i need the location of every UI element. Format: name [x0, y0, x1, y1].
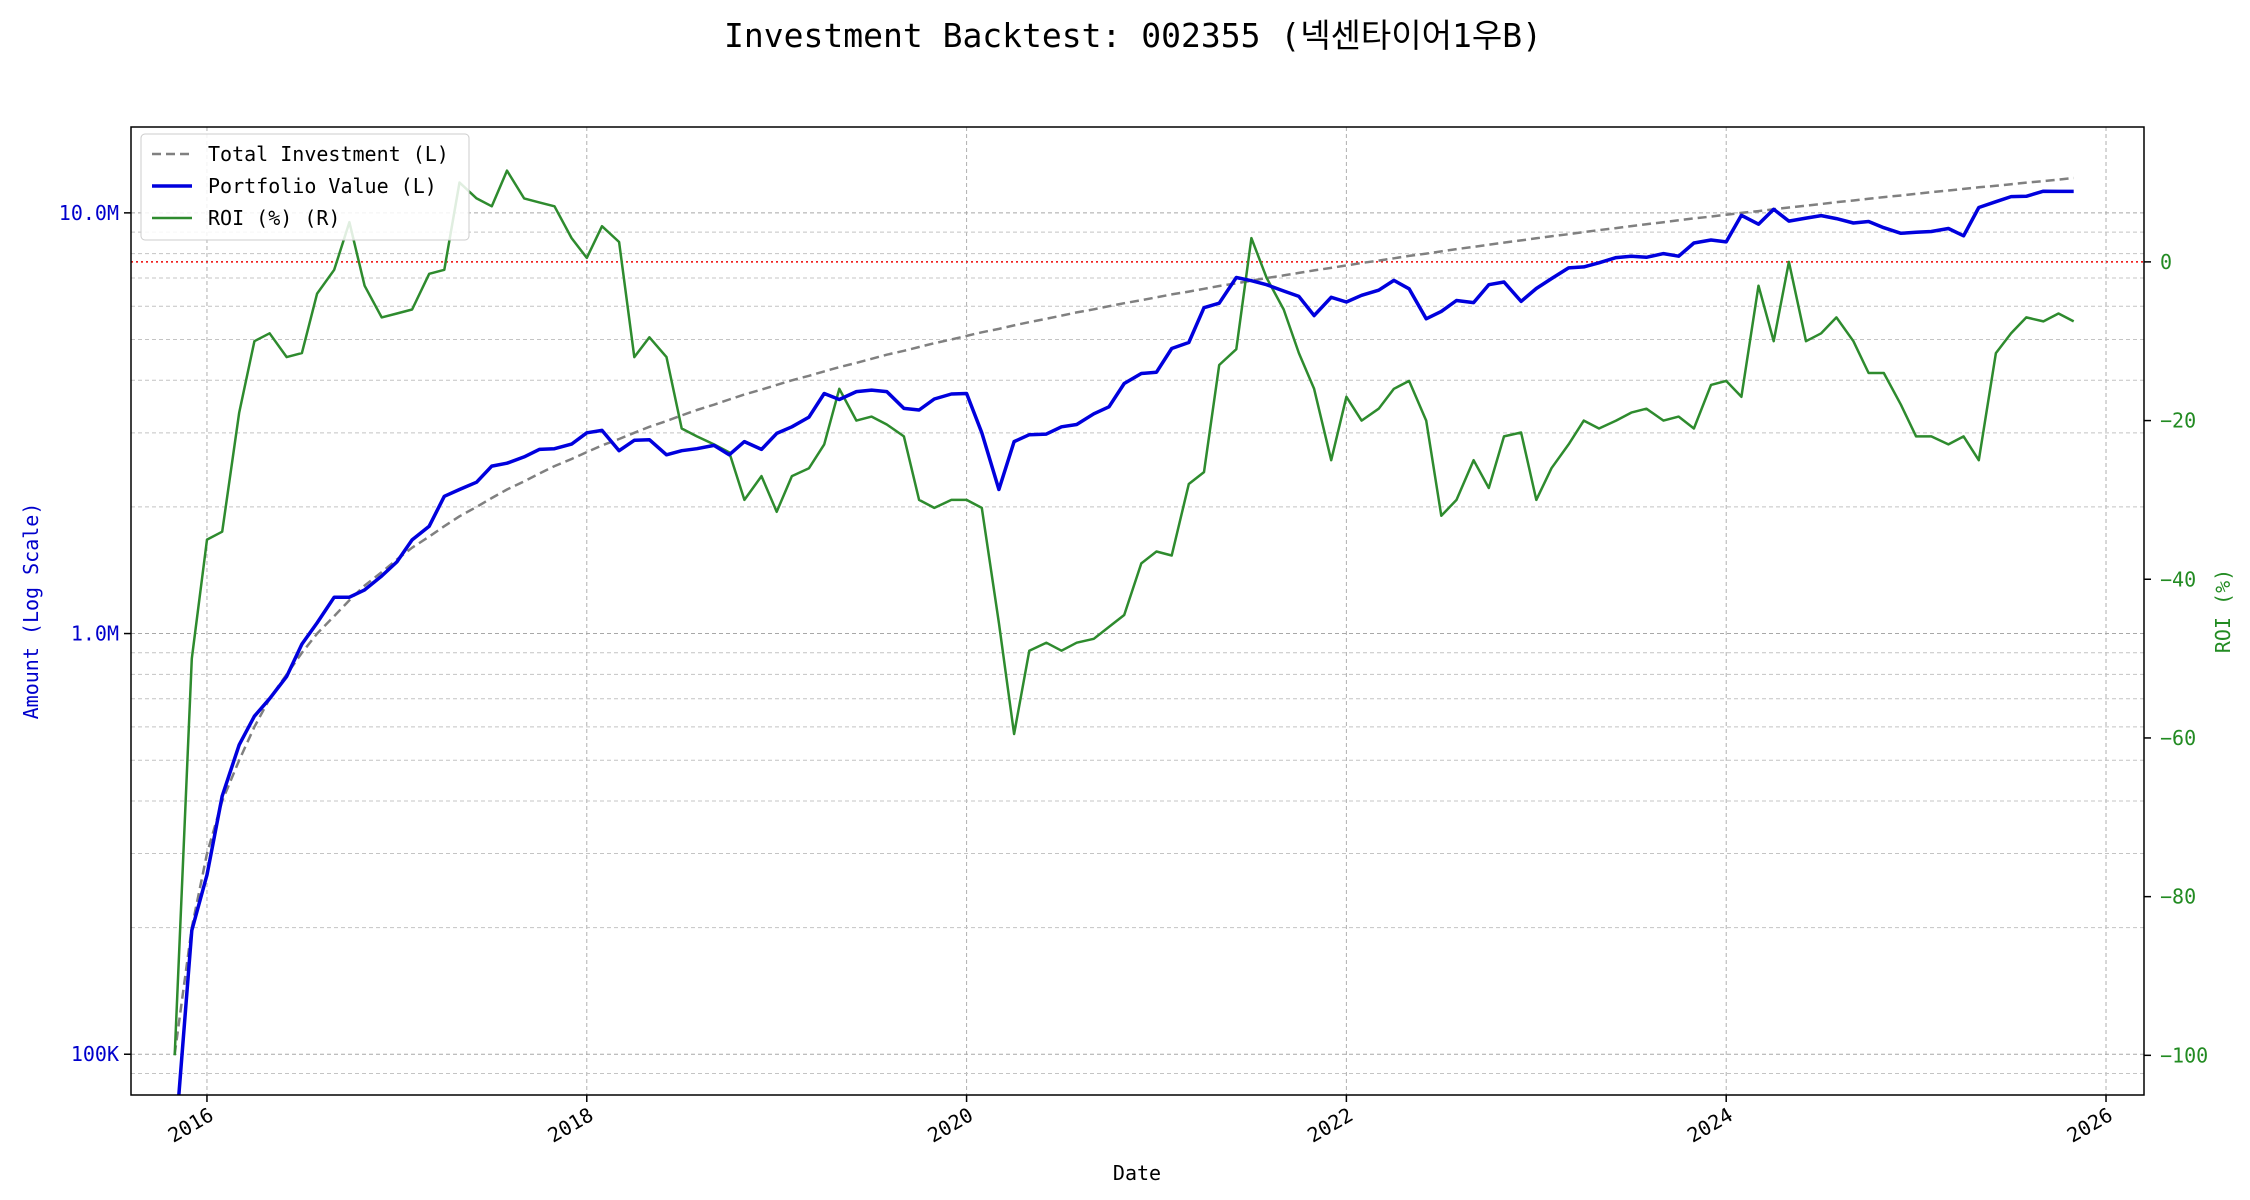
legend-label-0: Total Investment (L)	[208, 142, 449, 166]
right-axis-ticks: 0 −20 −40 −60 −80 −100	[2144, 250, 2208, 1067]
right-tick-label-1: −20	[2160, 409, 2196, 433]
series-line-2	[173, 169, 2075, 1056]
left-tick-label-2: 10.0M	[59, 201, 119, 225]
left-axis-ticks: 100K 1.0M 10.0M	[59, 201, 131, 1066]
left-tick-label-0: 100K	[71, 1042, 119, 1066]
legend-box	[140, 133, 470, 241]
x-axis-ticks: 2016 2018 2020 2022 2024 2026	[164, 1095, 2117, 1147]
series-line-1	[177, 189, 2074, 1095]
chart-title: Investment Backtest: 002355 (넥센타이어1우B)	[724, 16, 1542, 55]
right-tick-label-4: −80	[2160, 885, 2196, 909]
left-axis-label: Amount (Log Scale)	[19, 503, 43, 720]
x-tick-label-0: 2016	[164, 1103, 218, 1148]
x-tick-label-1: 2018	[544, 1103, 598, 1148]
legend: Total Investment (L) Portfolio Value (L) R…	[140, 133, 470, 241]
x-tick-label-2: 2020	[923, 1103, 977, 1148]
plot-frame	[130, 126, 2145, 1096]
right-tick-label-2: −40	[2160, 567, 2196, 591]
x-tick-label-4: 2024	[1683, 1103, 1737, 1148]
left-tick-label-1: 1.0M	[71, 622, 119, 646]
right-tick-label-5: −100	[2160, 1043, 2208, 1067]
right-axis-label: ROI (%)	[2211, 569, 2235, 653]
right-tick-label-0: 0	[2160, 250, 2172, 274]
series-layer	[173, 169, 2075, 1095]
x-axis-label: Date	[1113, 1161, 1161, 1185]
x-tick-label-5: 2026	[2063, 1103, 2117, 1148]
right-tick-label-3: −60	[2160, 726, 2196, 750]
grid	[131, 127, 2144, 1096]
x-tick-label-3: 2022	[1303, 1103, 1357, 1148]
legend-label-2: ROI (%) (R)	[208, 206, 340, 230]
series-line-0	[173, 176, 2074, 1055]
legend-label-1: Portfolio Value (L)	[208, 174, 437, 198]
